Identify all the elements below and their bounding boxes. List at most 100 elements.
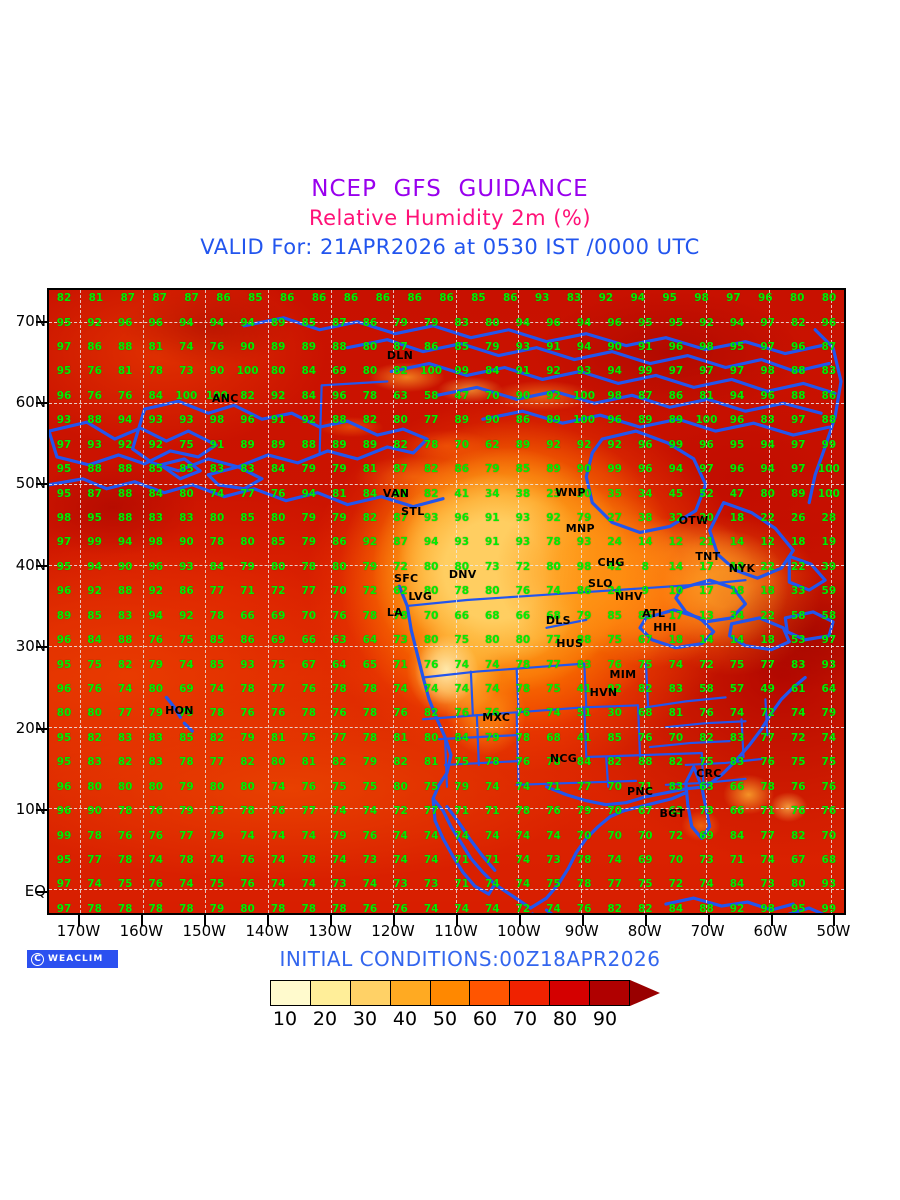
grid-value-row: 95 75 82 79 74 85 93 75 67 64 65 71 76 74 74 78 77 83 76 75… [49,659,844,671]
gridline-lat-20N [49,726,844,728]
grid-value: 88 [332,414,347,427]
grid-value: 100 [206,389,228,402]
grid-value: 41 [576,683,592,695]
grid-value: 97 [699,463,714,476]
grid-value: 76 [393,707,408,720]
grid-value: 74 [423,854,439,866]
grid-value: 22 [760,512,775,524]
grid-values: 82 81 87 87 87 86 85 86 86 86 86 86 86 85 86 93 83 92 94 95… [49,290,844,913]
grid-value: 84 [454,731,470,744]
grid-value: 72 [515,560,531,573]
grid-value: 74 [485,902,500,915]
grid-value: 33 [790,585,806,598]
lon-label-120W: 120W [371,922,415,940]
grid-value: 95 [637,316,653,329]
page-title: NCEP GFS GUIDANCE [311,176,589,202]
grid-value: 75 [637,658,653,671]
grid-value: 89 [637,414,653,427]
grid-value: 82 [790,829,806,842]
gridline-lat-10N [49,807,844,809]
grid-value: 74 [546,585,561,598]
grid-value: 99 [607,463,622,476]
grid-value: 71 [454,805,470,818]
grid-value: 97 [668,365,684,378]
city-label-dln: DLN [386,348,414,362]
gridline-lat-EQ [49,888,844,890]
grid-value: 76 [270,487,286,500]
grid-value: 80 [270,756,286,769]
gridline-lon-80W [643,290,645,913]
grid-value: 77 [240,487,255,500]
grid-value: 76 [362,829,378,842]
grid-value: 80 [485,316,500,329]
grid-value: 49 [760,683,775,695]
weather-map[interactable]: 82 81 87 87 87 86 85 86 86 86 86 86 86 85 86 93 83 92 94 95… [47,288,846,915]
grid-value-row: 96 90 78 76 79 75 78 76 77 74 74 72 77 71 71 78 76 79 70 67… [49,805,844,817]
grid-value: 76 [117,389,133,402]
grid-value: 76 [637,731,653,744]
grid-value: 85 [454,341,470,353]
grid-value: 96 [821,316,837,329]
grid-value: 90 [209,365,225,378]
grid-value: 94 [760,438,775,451]
gridline-lon-120W [393,290,395,913]
grid-value: 87 [393,512,408,524]
grid-value: 77 [576,780,592,793]
grid-value: 78 [515,805,531,818]
grid-value: 78 [423,438,439,451]
grid-value: 82 [117,658,133,671]
grid-value: 99 [454,365,470,378]
lon-label-170W: 170W [56,922,101,940]
grid-value: 96 [637,438,653,451]
grid-value: 99 [668,438,684,451]
grid-value: 96 [790,341,806,353]
grid-value: 78 [362,731,378,744]
gridline-lon-70W [706,290,708,913]
grid-value: 75 [209,878,225,891]
grid-value: 83 [790,658,806,671]
grid-value: 74 [607,854,622,866]
grid-value: 86 [240,634,255,647]
grid-value: 82 [362,512,378,524]
grid-value: 95 [729,438,745,451]
grid-value: 77 [760,731,775,744]
grid-value: 64 [362,634,378,647]
grid-value: 74 [87,878,102,891]
gridline-lon-140W [268,290,270,913]
grid-value: 100 [236,365,259,378]
grid-value: 78 [760,780,775,793]
grid-value: 98 [699,341,714,353]
grid-value: 69 [179,683,194,695]
grid-value: 75 [87,658,102,671]
grid-value: 75 [546,878,561,891]
grid-value: 83 [729,756,745,769]
grid-value: 81 [668,707,684,720]
grid-value: 94 [576,316,592,329]
grid-value: 82 [393,438,408,451]
grid-value: 79 [423,316,439,329]
grid-value: 82 [332,756,347,769]
grid-value: 79 [485,463,500,476]
valid-time-label: VALID For: 21APR2026 at 0530 IST /0000 U… [200,235,700,259]
grid-value: 79 [209,829,225,842]
grid-value: 83 [148,756,164,769]
grid-value: 87 [637,389,653,402]
grid-value: 70 [454,438,470,451]
grid-value: 86 [87,341,102,353]
grid-value: 78 [179,854,194,866]
grid-value: 82 [637,683,653,695]
grid-value: 87 [152,292,167,305]
grid-value: 74 [393,854,408,866]
grid-value: 90 [179,536,194,549]
grid-value: 83 [209,463,225,476]
grid-value: 20 [699,512,714,524]
lon-tick [393,915,396,926]
grid-value: 78 [576,878,592,891]
weaclim-logo[interactable]: C WEACLIM [27,950,118,968]
grid-value: 70 [607,829,622,842]
grid-value-row: 96 76 76 84 100 100 82 92 84 96 78 63 58 47 70 90 92 100 9… [49,390,844,402]
grid-value: 77 [87,854,102,866]
grid-value: 76 [485,707,500,720]
city-label-nyk: NYK [728,562,756,576]
grid-value-row: 97 93 92 92 75 91 89 89 88 89 89 82 78 70 62 89 92 92 92 96… [49,439,844,451]
